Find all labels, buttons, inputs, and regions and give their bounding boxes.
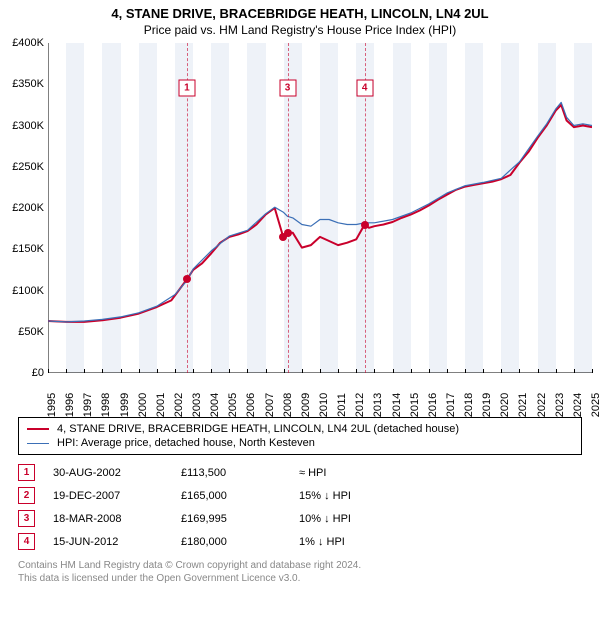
x-tick-label: 2010 xyxy=(318,393,330,417)
sale-hpi-delta: 10% ↓ HPI xyxy=(299,513,582,525)
x-tick-label: 2018 xyxy=(463,393,475,417)
sale-hpi-delta: 1% ↓ HPI xyxy=(299,536,582,548)
x-tick-label: 2023 xyxy=(554,393,566,417)
legend-item: 4, STANE DRIVE, BRACEBRIDGE HEATH, LINCO… xyxy=(27,422,573,436)
table-row: 3 18-MAR-2008 £169,995 10% ↓ HPI xyxy=(18,507,582,530)
x-tick-label: 2006 xyxy=(245,393,257,417)
sale-price: £169,995 xyxy=(181,513,281,525)
sale-price: £165,000 xyxy=(181,490,281,502)
x-tick-label: 2000 xyxy=(137,393,149,417)
x-tick-label: 2007 xyxy=(264,393,276,417)
legend-swatch xyxy=(27,443,49,444)
y-tick-label: £300K xyxy=(4,120,44,132)
x-axis-ticks: 1995199619971998199920002001200220032004… xyxy=(48,373,592,411)
x-tick-label: 2025 xyxy=(590,393,600,417)
sales-table: 1 30-AUG-2002 £113,500 ≈ HPI 2 19-DEC-2007 £16… xyxy=(18,461,582,553)
x-tick-label: 2021 xyxy=(517,393,529,417)
sale-date: 30-AUG-2002 xyxy=(53,467,163,479)
y-tick-label: £400K xyxy=(4,37,44,49)
footer-line: This data is licensed under the Open Gov… xyxy=(18,572,582,585)
x-tick-label: 1997 xyxy=(82,393,94,417)
x-tick-label: 2012 xyxy=(354,393,366,417)
sale-date: 18-MAR-2008 xyxy=(53,513,163,525)
plot-area: £0£50K£100K£150K£200K£250K£300K£350K£400… xyxy=(48,43,592,373)
x-tick-label: 2019 xyxy=(481,393,493,417)
sale-date: 15-JUN-2012 xyxy=(53,536,163,548)
x-tick-label: 2015 xyxy=(409,393,421,417)
sale-marker-box: 4 xyxy=(356,80,373,97)
legend-box: 4, STANE DRIVE, BRACEBRIDGE HEATH, LINCO… xyxy=(18,417,582,455)
x-tick-label: 2020 xyxy=(499,393,511,417)
sale-number-box: 2 xyxy=(18,487,35,504)
x-tick-label: 2004 xyxy=(209,393,221,417)
y-tick-label: £350K xyxy=(4,78,44,90)
sale-price: £113,500 xyxy=(181,467,281,479)
x-tick-label: 1996 xyxy=(64,393,76,417)
x-tick-label: 2009 xyxy=(300,393,312,417)
footer-text: Contains HM Land Registry data © Crown c… xyxy=(18,559,582,585)
table-row: 1 30-AUG-2002 £113,500 ≈ HPI xyxy=(18,461,582,484)
price-chart: £0£50K£100K£150K£200K£250K£300K£350K£400… xyxy=(48,43,592,373)
x-tick-label: 1999 xyxy=(119,393,131,417)
x-tick-label: 2013 xyxy=(372,393,384,417)
series-line xyxy=(48,102,592,322)
footer-line: Contains HM Land Registry data © Crown c… xyxy=(18,559,582,572)
y-tick-label: £50K xyxy=(4,326,44,338)
sale-marker-box: 1 xyxy=(178,80,195,97)
x-tick-label: 1995 xyxy=(46,393,58,417)
x-tick-label: 2003 xyxy=(191,393,203,417)
x-tick-label: 2001 xyxy=(155,393,167,417)
x-tick-label: 2024 xyxy=(572,393,584,417)
y-tick-label: £150K xyxy=(4,243,44,255)
sale-number-box: 4 xyxy=(18,533,35,550)
legend-label: HPI: Average price, detached house, Nort… xyxy=(57,437,315,449)
x-tick-label: 2002 xyxy=(173,393,185,417)
y-tick-label: £0 xyxy=(4,367,44,379)
sale-marker-box: 3 xyxy=(279,80,296,97)
y-tick-label: £250K xyxy=(4,161,44,173)
sale-date: 19-DEC-2007 xyxy=(53,490,163,502)
sale-marker-dot xyxy=(361,221,369,229)
x-tick-label: 2005 xyxy=(227,393,239,417)
legend-swatch xyxy=(27,428,49,430)
sale-marker-dot xyxy=(284,229,292,237)
table-row: 4 15-JUN-2012 £180,000 1% ↓ HPI xyxy=(18,530,582,553)
legend-item: HPI: Average price, detached house, Nort… xyxy=(27,436,573,450)
series-line xyxy=(48,105,592,322)
y-tick-label: £100K xyxy=(4,285,44,297)
page-subtitle: Price paid vs. HM Land Registry's House … xyxy=(0,21,600,43)
table-row: 2 19-DEC-2007 £165,000 15% ↓ HPI xyxy=(18,484,582,507)
sale-number-box: 1 xyxy=(18,464,35,481)
x-tick-label: 2011 xyxy=(336,393,348,417)
sale-hpi-delta: 15% ↓ HPI xyxy=(299,490,582,502)
x-tick-label: 1998 xyxy=(100,393,112,417)
x-tick-label: 2022 xyxy=(536,393,548,417)
chart-svg xyxy=(48,43,592,373)
page: 4, STANE DRIVE, BRACEBRIDGE HEATH, LINCO… xyxy=(0,0,600,620)
sale-hpi-delta: ≈ HPI xyxy=(299,467,582,479)
page-title: 4, STANE DRIVE, BRACEBRIDGE HEATH, LINCO… xyxy=(0,0,600,21)
y-tick-label: £200K xyxy=(4,202,44,214)
sale-price: £180,000 xyxy=(181,536,281,548)
x-tick-label: 2016 xyxy=(427,393,439,417)
sale-marker-dot xyxy=(183,275,191,283)
x-tick-label: 2014 xyxy=(391,393,403,417)
x-tick-label: 2008 xyxy=(282,393,294,417)
sale-number-box: 3 xyxy=(18,510,35,527)
legend-label: 4, STANE DRIVE, BRACEBRIDGE HEATH, LINCO… xyxy=(57,423,459,435)
x-tick-label: 2017 xyxy=(445,393,457,417)
